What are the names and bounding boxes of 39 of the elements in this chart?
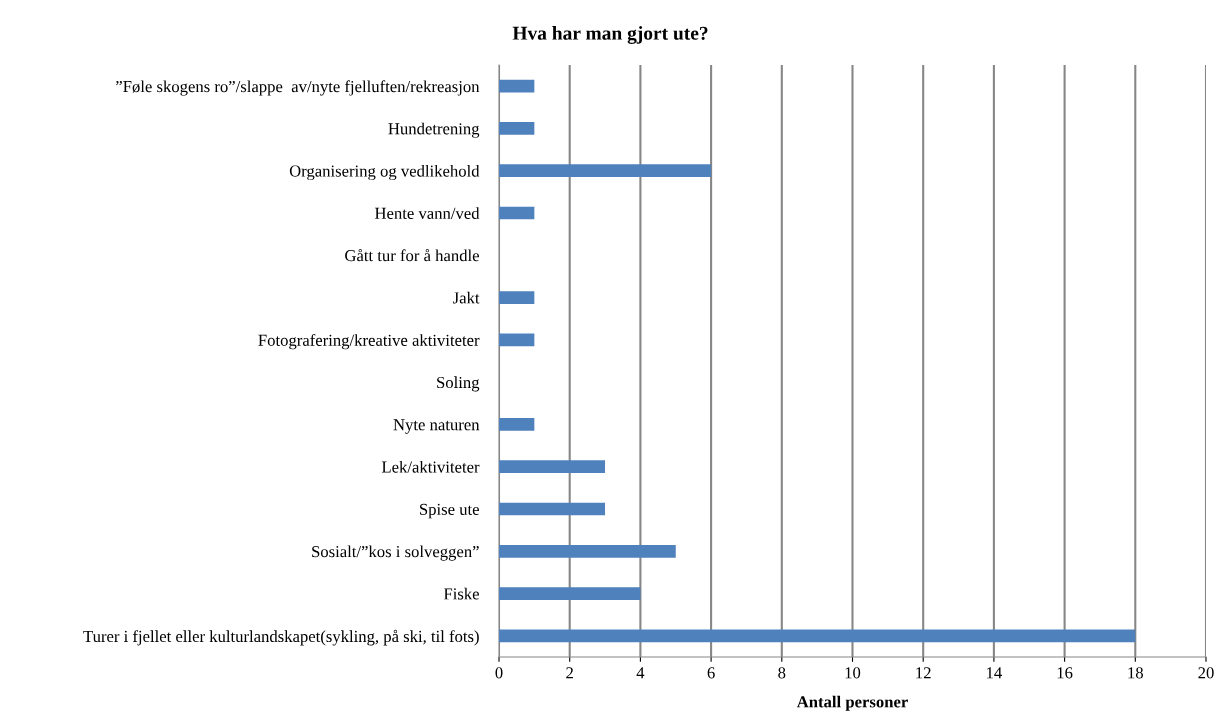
x-tick-label: 16: [1057, 667, 1073, 679]
y-tick-label: Hundetrening: [388, 122, 480, 138]
bar: [499, 291, 535, 304]
chart-title: Hva har man gjort ute?: [512, 26, 708, 44]
bar: [499, 460, 606, 474]
bar: [499, 122, 535, 135]
x-tick-label: 6: [707, 667, 715, 679]
x-tick-label: 4: [636, 667, 645, 679]
y-tick-label: Organisering og vedlikehold: [289, 164, 480, 181]
bar: [499, 164, 712, 178]
x-tick-label: 14: [987, 667, 1002, 679]
x-tick-label: 8: [778, 667, 786, 679]
bar: [499, 206, 535, 220]
bar: [499, 587, 641, 600]
y-tick-label: Hente vann/ved: [374, 207, 480, 219]
x-tick-label: 12: [916, 667, 931, 679]
y-tick-label: Sosialt/”kos i solveggen”: [312, 545, 479, 561]
y-tick-label: Nyte naturen: [393, 419, 480, 434]
x-tick-label: 20: [1198, 667, 1214, 679]
bar: [499, 79, 535, 93]
y-tick-label: Spise ute: [420, 503, 479, 519]
y-tick-label: ”Føle skogens ro”/slappe av/nyte fjelluften/rekreasjon: [116, 80, 480, 96]
y-tick-label: Jakt: [453, 291, 480, 304]
bar: [499, 333, 535, 347]
y-tick-label: Soling: [437, 376, 480, 392]
y-tick-label: Fiske: [443, 587, 479, 600]
y-tick-label: Turer i fjellet eller kulturlandskapet(sykling, på ski, til fots): [83, 629, 479, 646]
bar: [499, 544, 676, 558]
x-tick-label: 10: [845, 667, 861, 679]
x-tick-label: 18: [1128, 667, 1143, 679]
y-tick-label: Gått tur for å handle: [345, 249, 479, 262]
y-tick-label: Lek/aktiviteter: [381, 460, 480, 473]
bar: [499, 418, 535, 431]
bar: [499, 502, 606, 516]
x-tick-label: 0: [495, 667, 503, 679]
x-tick-label: 2: [566, 667, 573, 679]
y-tick-label: Fotografering/kreative aktiviteter: [258, 333, 480, 350]
x-axis-title: Antall personer: [796, 695, 908, 711]
bar: [499, 629, 1136, 643]
